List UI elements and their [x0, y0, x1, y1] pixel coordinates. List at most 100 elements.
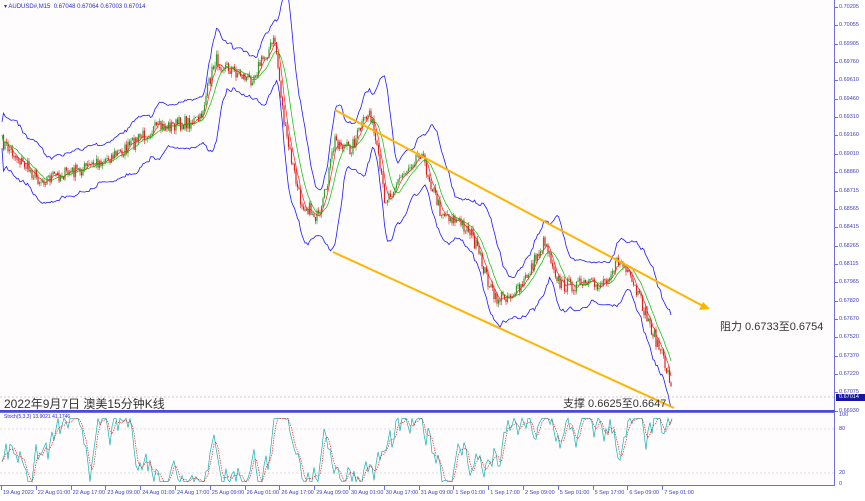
- stoch-signal-line: [1, 417, 673, 483]
- time-tick-label: 31 Aug 09:00: [420, 490, 454, 496]
- candle-body: [497, 299, 500, 304]
- price-tick-label: 0.67670: [839, 315, 859, 322]
- candle-body: [634, 284, 636, 286]
- candle-body: [203, 104, 206, 111]
- candle-body: [434, 187, 437, 193]
- candle-body: [631, 275, 633, 282]
- candle-body: [31, 170, 33, 178]
- time-tick: [209, 486, 211, 490]
- candle-body: [29, 170, 32, 172]
- candle-body: [598, 288, 600, 290]
- candle-body: [163, 123, 165, 131]
- candle-body: [310, 202, 312, 215]
- candle-body: [647, 318, 650, 322]
- candle-body: [190, 122, 192, 129]
- candle-body: [227, 63, 230, 71]
- candle-body: [523, 278, 525, 287]
- candle-body: [571, 281, 573, 292]
- time-tick: [453, 486, 455, 490]
- candle-body: [566, 278, 569, 292]
- resistance-channel-line: [334, 109, 704, 307]
- candle-body: [643, 310, 645, 316]
- time-tick: [557, 486, 559, 490]
- candle-body: [259, 62, 261, 67]
- candle-body: [667, 369, 669, 373]
- price-tick: [835, 337, 838, 339]
- candle-body: [443, 213, 446, 216]
- candle-body: [64, 167, 66, 180]
- candle-body: [521, 284, 524, 287]
- candle-body: [463, 221, 465, 232]
- candle-body: [355, 138, 357, 147]
- candle-body: [406, 170, 408, 174]
- candle-body: [335, 136, 338, 141]
- candle-body: [202, 110, 204, 118]
- candle-body: [286, 125, 288, 137]
- candle-body: [331, 151, 333, 159]
- candle-body: [208, 78, 210, 84]
- candle-body: [409, 167, 411, 169]
- candle-body: [58, 172, 60, 182]
- candle-body: [368, 110, 371, 115]
- candle-body: [590, 278, 593, 280]
- price-chart[interactable]: [0, 0, 835, 410]
- candle-body: [506, 295, 509, 302]
- candle-body: [376, 140, 378, 146]
- pane-separator[interactable]: [0, 410, 835, 412]
- candle-body: [563, 279, 566, 292]
- candle-body: [131, 138, 134, 141]
- candle-body: [652, 334, 654, 337]
- candle-body: [470, 228, 473, 236]
- time-tick-label: 26 Aug 17:00: [281, 490, 314, 496]
- candle-body: [340, 141, 342, 147]
- candle-body: [337, 140, 339, 149]
- candle-body: [565, 291, 567, 293]
- candle-body: [659, 349, 662, 351]
- candle-body: [476, 239, 479, 246]
- candle-body: [428, 176, 431, 182]
- time-tick: [662, 486, 664, 490]
- time-tick: [35, 486, 37, 490]
- candle-body: [37, 176, 39, 184]
- candle-body: [67, 170, 69, 174]
- candle-body: [205, 95, 207, 105]
- candle-body: [209, 78, 212, 84]
- support-channel-line: [332, 251, 675, 409]
- candle-body: [469, 231, 471, 236]
- candle-body: [104, 158, 107, 162]
- candle-body: [319, 213, 321, 215]
- candle-body: [181, 125, 183, 130]
- candle-body: [338, 141, 341, 149]
- fast-ma-line: [1, 42, 672, 376]
- candle-body: [325, 189, 327, 190]
- candle-body: [262, 56, 264, 60]
- candle-body: [145, 138, 147, 141]
- symbol-label: AUDUSD#,M15: [8, 4, 51, 10]
- candle-body: [532, 263, 534, 270]
- stochastic-pane[interactable]: [0, 412, 835, 486]
- candle-body: [284, 124, 287, 126]
- time-tick-label: 7 Sep 01:00: [664, 490, 694, 496]
- candle-body: [422, 154, 425, 155]
- candle-body: [442, 213, 444, 216]
- candle-body: [214, 65, 216, 69]
- candle-body: [323, 189, 326, 199]
- time-tick-label: 24 Aug 01:00: [142, 490, 175, 496]
- candle-body: [298, 187, 300, 190]
- price-tick-label: 0.70055: [839, 22, 859, 29]
- candle-body: [86, 163, 89, 167]
- time-tick: [1, 486, 2, 490]
- price-tick-label: 0.68415: [839, 224, 859, 231]
- time-tick-label: 22 Aug 01:00: [37, 490, 71, 496]
- candle-body: [530, 263, 533, 275]
- candle-body: [158, 121, 161, 123]
- price-tick: [835, 300, 838, 302]
- candle-body: [19, 160, 21, 165]
- candle-body: [515, 285, 518, 294]
- candle-body: [551, 263, 554, 267]
- candle-body: [593, 279, 596, 287]
- candle-body: [277, 53, 279, 68]
- candle-body: [218, 67, 221, 68]
- candle-body: [245, 76, 248, 81]
- candle-body: [539, 251, 542, 257]
